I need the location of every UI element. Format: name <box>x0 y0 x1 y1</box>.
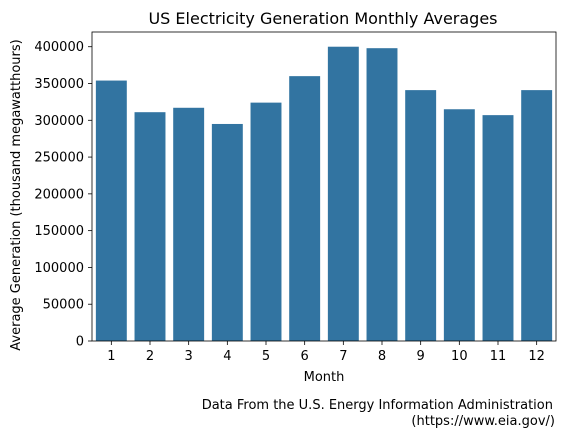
y-tick-label: 150000 <box>34 224 84 239</box>
x-tick-label: 5 <box>262 349 270 364</box>
x-axis-title: Month <box>304 370 345 385</box>
x-tick-label: 8 <box>378 349 386 364</box>
x-tick-label: 1 <box>107 349 115 364</box>
bar-month-3 <box>173 107 205 342</box>
plot-frame <box>91 31 557 342</box>
x-tick-label: 6 <box>301 349 309 364</box>
y-axis-title: Average Generation (thousand megawatthou… <box>9 39 24 350</box>
x-tick-label: 3 <box>185 349 193 364</box>
y-axis-ticks: 0 50000 100000 150000 200000 250000 300000 3500… <box>34 40 92 350</box>
chart-title: US Electricity Generation Monthly Averag… <box>148 9 497 28</box>
y-tick-label: 100000 <box>34 261 84 276</box>
bar-month-10 <box>443 109 475 341</box>
x-tick-label: 12 <box>528 349 545 364</box>
bar-month-12 <box>521 90 553 341</box>
x-tick-label: 4 <box>223 349 231 364</box>
y-tick-label: 250000 <box>34 151 84 166</box>
y-tick-label: 50000 <box>43 298 84 313</box>
bar-month-4 <box>211 123 243 341</box>
y-tick-label: 400000 <box>34 40 84 55</box>
bar-month-9 <box>405 90 437 341</box>
bar-month-2 <box>134 112 166 341</box>
source-note-line-1: Data From the U.S. Energy Information Ad… <box>202 398 553 413</box>
x-tick-label: 10 <box>451 349 468 364</box>
bar-month-11 <box>482 115 514 341</box>
bar-month-6 <box>289 76 321 342</box>
bars-group <box>95 46 553 342</box>
y-tick-label: 0 <box>76 335 84 350</box>
source-note-line-2: (https://www.eia.gov/) <box>411 414 555 429</box>
bar-month-5 <box>250 102 282 341</box>
bar-month-7 <box>327 46 359 341</box>
x-tick-label: 9 <box>417 349 425 364</box>
bar-month-8 <box>366 48 398 341</box>
bar-month-1 <box>95 80 127 342</box>
y-tick-label: 350000 <box>34 77 84 92</box>
x-tick-label: 2 <box>146 349 154 364</box>
x-axis-ticks: 1 2 3 4 5 6 7 8 9 10 11 12 <box>107 341 545 364</box>
x-tick-label: 7 <box>339 349 347 364</box>
y-tick-label: 300000 <box>34 114 84 129</box>
x-tick-label: 11 <box>490 349 507 364</box>
y-tick-label: 200000 <box>34 187 84 202</box>
